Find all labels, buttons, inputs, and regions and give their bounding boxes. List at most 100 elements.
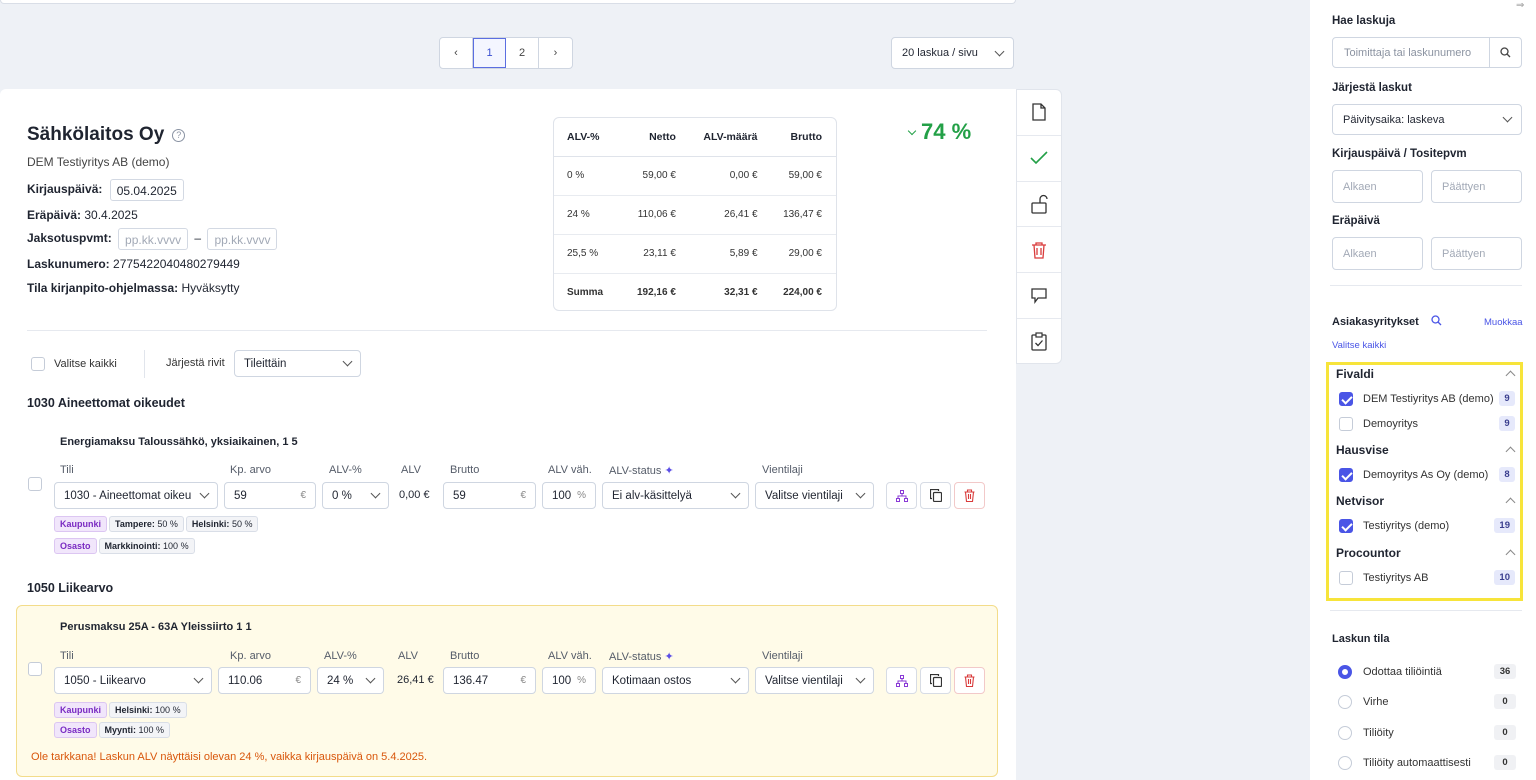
vat-status-label-text: ALV-status: [609, 651, 662, 663]
sort-rows-select[interactable]: Tileittäin: [234, 350, 361, 377]
vat-summary-table: ALV-% Netto ALV-määrä Brutto 0 % 59,00 €…: [553, 117, 837, 311]
client-checkbox[interactable]: [1339, 518, 1353, 533]
vat-total-cell: Summa: [567, 287, 604, 299]
collapse-sidebar-icon[interactable]: ⇒: [1516, 0, 1525, 11]
client-checkbox[interactable]: [1339, 416, 1353, 431]
kp-value: 59: [234, 489, 247, 502]
posting-date-input[interactable]: 05.04.2025: [109, 179, 184, 201]
vat-deduct-input[interactable]: 100 %: [542, 667, 596, 694]
search-input[interactable]: Toimittaja tai laskunumero: [1344, 46, 1472, 59]
gross-value: 59: [453, 489, 466, 502]
status-radio[interactable]: [1338, 694, 1352, 709]
posting-from-input[interactable]: Alkaen: [1332, 170, 1423, 203]
copy-row-button[interactable]: [920, 667, 951, 694]
select-all-checkbox[interactable]: [31, 357, 45, 371]
allocation-name: Myynti:: [104, 725, 137, 735]
status-option[interactable]: Tiliöity automaattisesti 0: [1338, 755, 1516, 770]
chevron-down-icon: [730, 488, 741, 499]
vat-status-select[interactable]: Kotimaan ostos: [602, 667, 749, 694]
gross-input[interactable]: 136.47 €: [443, 667, 536, 694]
status-label: Tila kirjanpito-ohjelmassa:: [27, 281, 179, 295]
kp-value-input[interactable]: 59 €: [224, 482, 316, 509]
clipboard-button[interactable]: [1017, 319, 1061, 365]
vat-status-select[interactable]: Ei alv-käsittelyä: [602, 482, 749, 509]
dimensions-button[interactable]: [886, 482, 917, 509]
period-start-input[interactable]: pp.kk.vvvv: [118, 228, 189, 250]
client-group-netvisor[interactable]: Netvisor: [1336, 494, 1385, 508]
account-select[interactable]: 1050 - Liikearvo: [54, 667, 212, 694]
confidence-indicator[interactable]: 74 %: [907, 119, 971, 145]
next-page-button[interactable]: ›: [553, 47, 558, 59]
client-count-badge: 19: [1494, 518, 1515, 533]
row-checkbox[interactable]: [28, 477, 42, 491]
client-count-badge: 8: [1499, 467, 1515, 482]
vat-status-label: ALV-status ✦: [609, 464, 674, 477]
search-label: Hae laskuja: [1332, 15, 1396, 27]
comment-button[interactable]: [1017, 273, 1061, 319]
sort-invoices-select[interactable]: Päivitysaika: laskeva: [1332, 104, 1522, 135]
row-checkbox[interactable]: [28, 662, 42, 676]
unlock-icon: [1031, 194, 1048, 214]
kp-value-input[interactable]: 110.06 €: [218, 667, 311, 694]
page-2-button[interactable]: 2: [506, 38, 539, 68]
client-checkbox[interactable]: [1339, 391, 1353, 406]
vat-pct-select[interactable]: 24 %: [317, 667, 384, 694]
client-group-hausvise[interactable]: Hausvise: [1336, 443, 1389, 457]
unlock-button[interactable]: [1017, 182, 1061, 228]
vat-pct-label: ALV-%: [324, 650, 357, 662]
export-type-select[interactable]: Valitse vientilaji: [755, 482, 874, 509]
period-row: Jaksotuspvmt: pp.kk.vvvv – pp.kk.vvvv: [27, 228, 278, 250]
client-checkbox[interactable]: [1339, 570, 1353, 585]
status-option[interactable]: Odottaa tiliöintiä 36: [1338, 664, 1516, 679]
prev-page-button[interactable]: ‹: [440, 38, 473, 68]
status-radio[interactable]: [1338, 725, 1352, 740]
posting-to-input[interactable]: Päättyen: [1431, 170, 1522, 203]
status-radio[interactable]: [1338, 664, 1352, 679]
search-icon: [1500, 47, 1511, 58]
client-item[interactable]: Demoyritys 9: [1339, 416, 1515, 431]
period-end-input[interactable]: pp.kk.vvvv: [207, 228, 278, 250]
page-1-button[interactable]: 1: [473, 38, 506, 68]
client-item[interactable]: DEM Testiyritys AB (demo) 9: [1339, 391, 1515, 406]
approve-button[interactable]: [1017, 136, 1061, 182]
document-button[interactable]: [1017, 90, 1061, 136]
clients-search-button[interactable]: [1431, 315, 1442, 329]
due-from-input[interactable]: Alkaen: [1332, 237, 1423, 270]
client-checkbox[interactable]: [1339, 467, 1353, 482]
per-page-select[interactable]: 20 laskua / sivu: [891, 37, 1014, 69]
account-select[interactable]: 1030 - Aineettomat oikeu: [54, 482, 218, 509]
status-radio[interactable]: [1338, 755, 1352, 770]
client-group-procountor[interactable]: Procountor: [1336, 546, 1401, 560]
allocation-tag: Myynti: 100 %: [98, 722, 171, 738]
status-option[interactable]: Tiliöity 0: [1338, 725, 1516, 740]
delete-row-button[interactable]: [954, 667, 985, 694]
status-option[interactable]: Virhe 0: [1338, 694, 1516, 709]
due-date-filter-label: Eräpäivä: [1332, 215, 1380, 227]
client-item[interactable]: Testiyritys (demo) 19: [1339, 518, 1515, 533]
edit-clients-link[interactable]: Muokkaa: [1484, 317, 1523, 328]
vat-status-value: Ei alv-käsittelyä: [612, 489, 692, 502]
vat-pct-select[interactable]: 0 %: [322, 482, 389, 509]
vat-status-label: ALV-status ✦: [609, 650, 674, 663]
copy-icon: [929, 674, 942, 687]
sort-rows-value: Tileittäin: [244, 357, 287, 370]
search-button[interactable]: [1489, 38, 1521, 67]
divider: [1330, 285, 1522, 286]
select-all-rows[interactable]: Valitse kaikki: [31, 357, 117, 371]
posting-date-filter-label: Kirjauspäivä / Tositepvm: [1332, 148, 1467, 160]
dimensions-button[interactable]: [886, 667, 917, 694]
vat-deduct-input[interactable]: 100 %: [542, 482, 596, 509]
help-icon[interactable]: ?: [172, 128, 186, 142]
kp-value-label: Kp. arvo: [230, 650, 271, 662]
gross-input[interactable]: 59 €: [443, 482, 536, 509]
vat-pct-value: 24 %: [327, 674, 354, 687]
client-group-fivaldi[interactable]: Fivaldi: [1336, 367, 1375, 381]
copy-row-button[interactable]: [920, 482, 951, 509]
client-item[interactable]: Testiyritys AB 10: [1339, 570, 1515, 585]
due-to-input[interactable]: Päättyen: [1431, 237, 1522, 270]
client-item[interactable]: Demoyritys As Oy (demo) 8: [1339, 467, 1515, 482]
delete-invoice-button[interactable]: [1017, 227, 1061, 274]
delete-row-button[interactable]: [954, 482, 985, 509]
select-all-clients-link[interactable]: Valitse kaikki: [1332, 340, 1387, 351]
export-type-select[interactable]: Valitse vientilaji: [755, 667, 874, 694]
